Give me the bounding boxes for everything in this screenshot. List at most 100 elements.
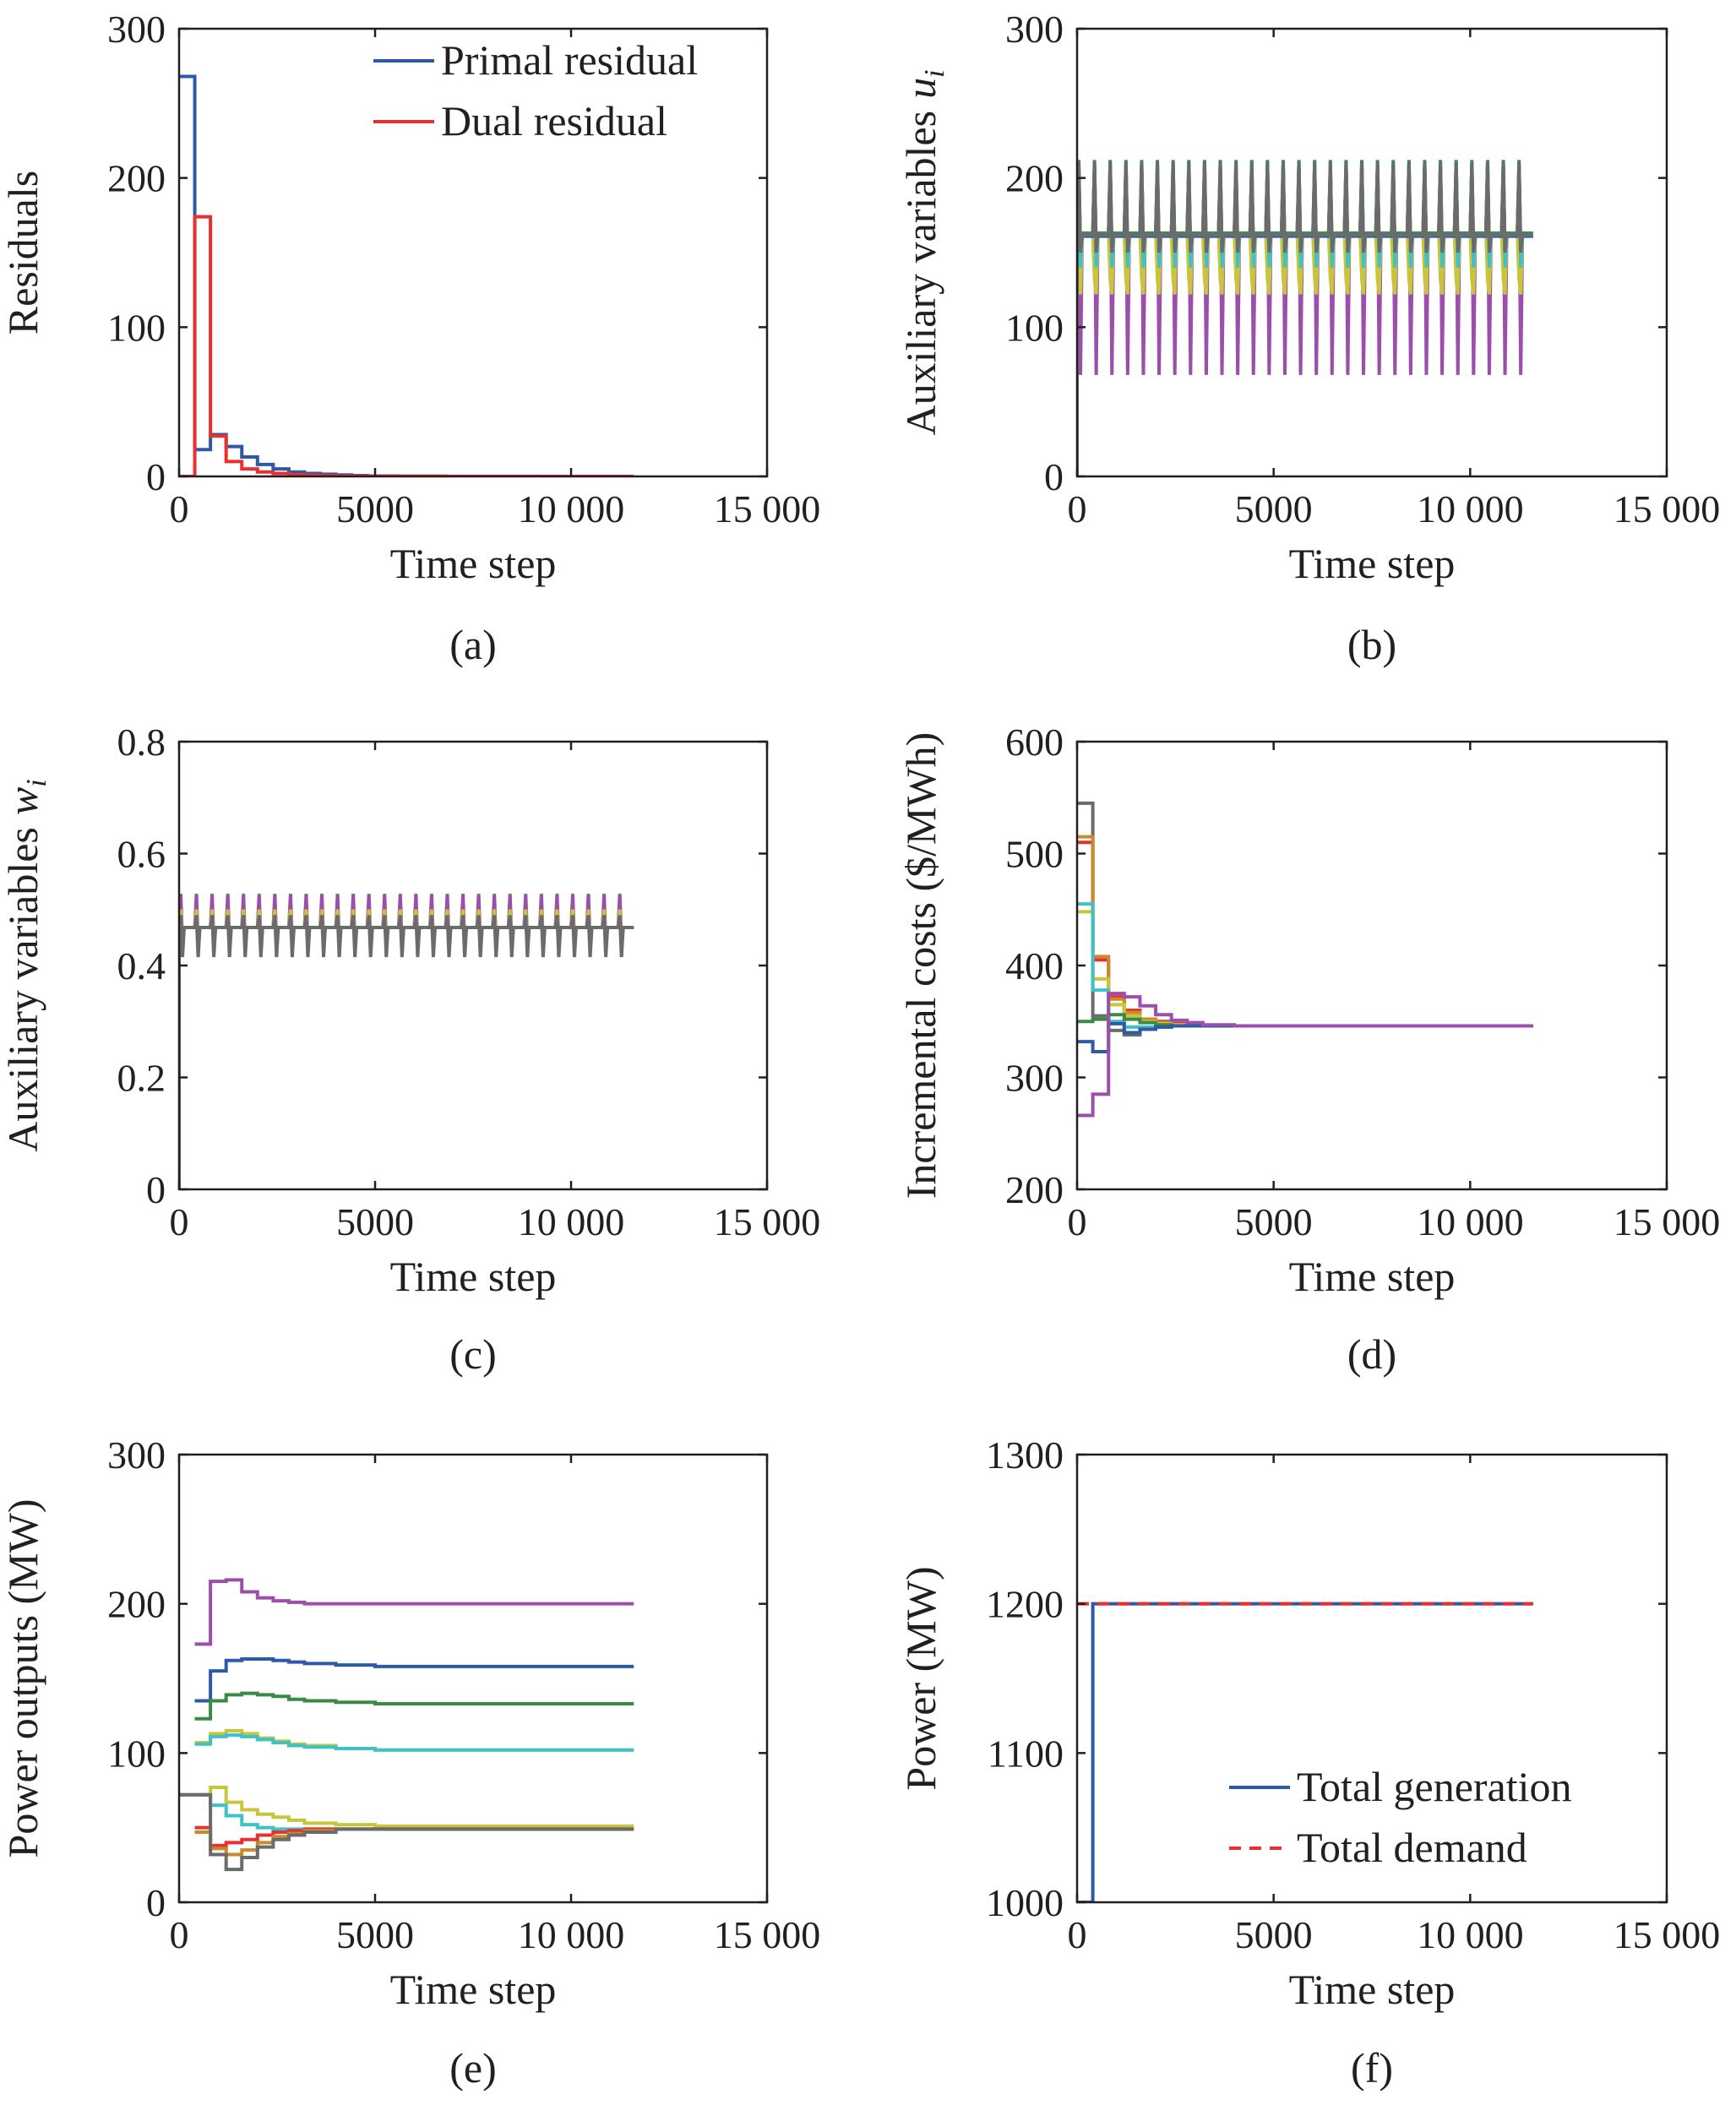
panel-f: 0 5000 10 000 15 000 1000 1100 1200 1300 Time st… [897, 1433, 1720, 2091]
x-tick-label: 5000 [1235, 1913, 1313, 1956]
series-line-2 [179, 215, 634, 476]
x-tick-label: 0 [170, 487, 189, 530]
x-tick-label: 5000 [336, 1200, 414, 1243]
series-line-3 [194, 1691, 634, 1721]
y-axis-label-text: Power (MW) [897, 1566, 944, 1790]
y-tick-label: 0 [146, 1881, 166, 1924]
axes-box [177, 1453, 769, 1904]
x-tick-label: 10 000 [1417, 1913, 1524, 1956]
legend: Total generation Total demand [1229, 1763, 1572, 1871]
legend-label: Primal residual [441, 36, 698, 84]
x-tick-label: 15 000 [714, 1913, 821, 1956]
x-axis-label: Time step [390, 1966, 557, 2013]
y-tick-label: 0.6 [117, 833, 166, 876]
y-tick-label: 400 [1005, 944, 1064, 987]
y-tick-label: 1200 [986, 1583, 1064, 1626]
x-tick-label: 5000 [336, 487, 414, 530]
series-line-6 [1077, 162, 1533, 476]
y-tick-label: 0.8 [117, 721, 166, 764]
y-tick-label: 0 [146, 1168, 166, 1211]
axes-box [1075, 1453, 1668, 1904]
x-axis-label: Time step [1289, 1253, 1456, 1300]
y-axis-label-subscript: i [21, 779, 52, 786]
series-line-2 [179, 909, 634, 1189]
series-line-2 [1077, 232, 1533, 476]
y-tick-label: 1100 [988, 1732, 1064, 1775]
plot-area [1077, 801, 1533, 1118]
axes-box [177, 740, 769, 1191]
x-tick-label: 10 000 [518, 1913, 625, 1956]
series-line-7 [1077, 1021, 1533, 1054]
series-line-5 [1077, 902, 1533, 1029]
y-axis-label: Incremental costs ($/MWh) [897, 732, 944, 1199]
series-line-1 [1077, 170, 1533, 476]
series-line-7 [179, 1792, 634, 1831]
series-line-6 [179, 1785, 634, 1828]
panel-a: 0 5000 10 000 15 000 0 100 200 300 Time step Resi… [0, 8, 820, 668]
x-tick-label: 0 [1068, 1913, 1087, 1956]
series-line-5 [194, 1733, 634, 1752]
y-axis-label-subscript: i [919, 69, 950, 77]
plot-area [1077, 160, 1533, 476]
panel-c: 0 5000 10 000 15 000 0 0.2 0.4 0.6 0.8 Time step A… [0, 721, 820, 1378]
y-axis-label-text: Incremental costs ($/MWh) [897, 732, 944, 1199]
y-axis-label-text: Power outputs (MW) [0, 1499, 46, 1858]
x-tick-label: 10 000 [1417, 487, 1524, 530]
series-line-2 [1077, 840, 1533, 1028]
axes-box [1075, 740, 1668, 1191]
panel-d: 0 5000 10 000 15 000 200 300 400 500 600 Time ste… [897, 721, 1720, 1378]
y-axis-label-text: Auxiliary variables [897, 111, 944, 436]
y-tick-label: 0 [1044, 455, 1064, 498]
y-tick-label: 0 [146, 455, 166, 498]
panel-b: 0 5000 10 000 15 000 0 100 200 300 Time step Auxi… [897, 8, 1720, 668]
y-axis-label: Power (MW) [897, 1566, 944, 1790]
x-axis-label: Time step [1289, 1966, 1456, 2013]
y-tick-label: 1000 [986, 1881, 1064, 1924]
x-tick-label: 0 [1068, 1200, 1087, 1243]
y-axis-label: Residuals [0, 171, 46, 335]
legend-label: Total demand [1297, 1824, 1527, 1871]
panel-caption: (c) [449, 1330, 497, 1378]
legend-label: Dual residual [441, 97, 667, 144]
x-tick-label: 15 000 [714, 487, 821, 530]
x-tick-label: 0 [170, 1200, 189, 1243]
x-tick-label: 0 [170, 1913, 189, 1956]
y-tick-label: 1300 [986, 1433, 1064, 1477]
axes-box [177, 27, 769, 478]
x-tick-label: 5000 [1235, 1200, 1313, 1243]
plot-area [1077, 1602, 1533, 1902]
plot-area [179, 1578, 634, 1872]
series-line-1 [1077, 1602, 1533, 1902]
y-tick-label: 200 [1005, 1168, 1064, 1211]
y-tick-label: 300 [107, 1433, 166, 1477]
y-tick-label: 200 [107, 157, 166, 200]
series-line-1 [1077, 801, 1533, 1037]
y-tick-label: 100 [1005, 306, 1064, 349]
series-line-9 [194, 1827, 634, 1857]
plot-area [179, 894, 634, 1189]
y-tick-label: 300 [1005, 8, 1064, 51]
y-tick-label: 200 [107, 1583, 166, 1626]
series-line-2 [194, 1657, 634, 1703]
panel-caption: (e) [449, 2044, 497, 2091]
x-tick-label: 10 000 [1417, 1200, 1524, 1243]
y-axis-label: Auxiliary variables wi [0, 779, 52, 1151]
y-axis-label-text: Auxiliary variables [0, 827, 46, 1152]
x-tick-label: 15 000 [1614, 1200, 1721, 1243]
x-axis-label: Time step [1289, 540, 1456, 587]
x-tick-label: 10 000 [518, 1200, 625, 1243]
x-tick-label: 15 000 [1614, 487, 1721, 530]
series-line-3 [179, 915, 634, 1189]
panel-e: 0 5000 10 000 15 000 0 100 200 300 Time step Powe… [0, 1433, 820, 2091]
y-tick-label: 0.4 [117, 944, 166, 987]
panel-caption: (d) [1347, 1330, 1396, 1378]
y-axis-label-symbol: u [897, 78, 944, 99]
legend-label: Total generation [1297, 1763, 1572, 1810]
x-tick-label: 5000 [1235, 487, 1313, 530]
series-line-3 [1077, 835, 1533, 1028]
series-line-4 [1077, 910, 1533, 1028]
y-tick-label: 100 [107, 306, 166, 349]
panel-caption: (b) [1347, 621, 1396, 668]
x-tick-label: 0 [1068, 487, 1087, 530]
x-tick-label: 15 000 [714, 1200, 821, 1243]
